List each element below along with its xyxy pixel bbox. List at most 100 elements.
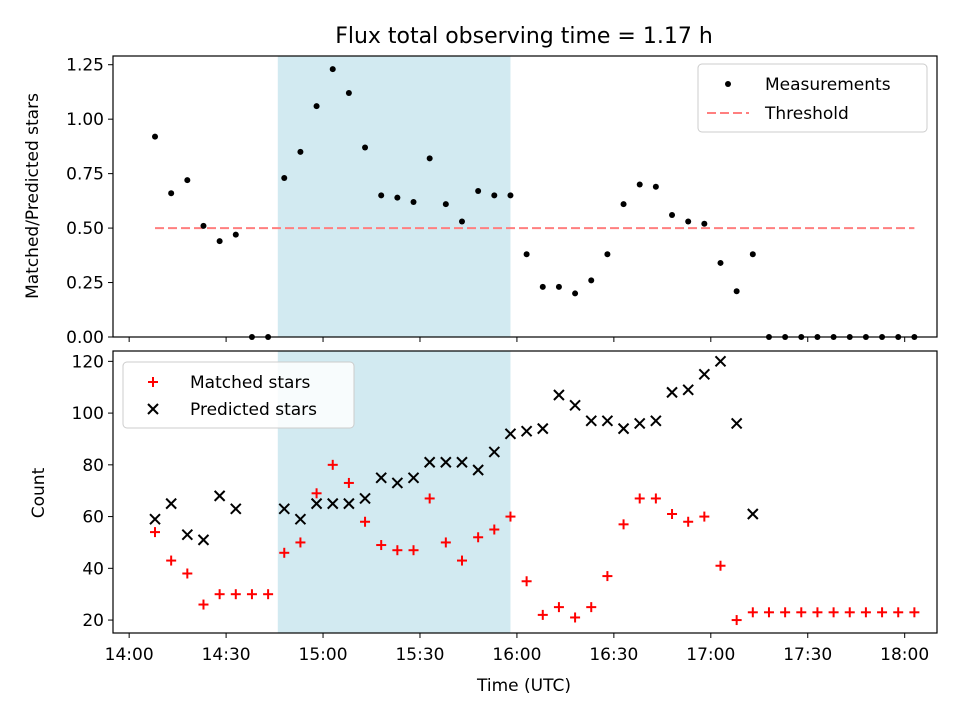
bottom-y-tick-label: 40	[82, 559, 104, 579]
matched-star-point	[812, 607, 823, 618]
matched-star-point	[731, 615, 742, 626]
measurement-point	[475, 188, 482, 195]
predicted-star-point	[472, 464, 484, 476]
predicted-star-point	[569, 399, 581, 412]
matched-star-point	[650, 493, 661, 504]
x-tick-label: 17:30	[783, 645, 832, 665]
matched-star-point	[392, 545, 403, 556]
matched-star-point	[150, 527, 161, 538]
matched-star-point	[408, 545, 419, 556]
predicted-star-point	[666, 386, 678, 399]
legend-marker-matched	[148, 377, 158, 387]
bottom-legend-box	[122, 361, 355, 429]
matched-star-point	[230, 589, 241, 600]
measurement-point	[523, 251, 530, 258]
bottom-y-tick-label: 80	[82, 456, 104, 476]
measurement-point	[329, 66, 336, 73]
matched-star-point	[715, 560, 726, 571]
predicted-star-point	[327, 497, 339, 510]
matched-star-point	[327, 459, 338, 470]
bottom-y-axis-label: Count	[29, 467, 49, 518]
matched-star-point	[828, 607, 839, 618]
chart-title: Flux total observing time = 1.17 h	[335, 24, 713, 49]
x-tick-label: 16:30	[589, 645, 638, 665]
matched-star-point	[263, 589, 274, 600]
x-axis-label: Time (UTC)	[476, 676, 571, 696]
measurement-point	[313, 103, 320, 110]
measurement-point	[426, 155, 433, 162]
measurement-point	[507, 192, 514, 199]
measurement-point	[717, 259, 724, 266]
top-y-tick-label: 0.75	[66, 165, 104, 185]
matched-star-point	[456, 555, 467, 566]
matched-star-point	[376, 540, 387, 551]
top-shaded-interval	[277, 56, 511, 337]
measurement-point	[685, 218, 692, 225]
legend-label-threshold: Threshold	[764, 104, 849, 124]
measurement-point	[669, 212, 676, 219]
predicted-star-point	[181, 528, 194, 541]
predicted-star-point	[407, 472, 420, 484]
matched-star-point	[699, 511, 710, 522]
predicted-star-point	[553, 389, 565, 401]
predicted-star-point	[230, 503, 242, 515]
measurement-point	[232, 231, 239, 238]
top-y-tick-label: 0.25	[66, 274, 104, 294]
legend-label-predicted: Predicted stars	[190, 400, 317, 420]
predicted-star-point	[310, 497, 323, 510]
matched-star-point	[521, 576, 532, 587]
predicted-star-point	[747, 508, 759, 520]
measurement-point	[539, 283, 546, 290]
matched-star-point	[295, 537, 306, 548]
measurement-point	[701, 220, 708, 227]
predicted-star-point	[343, 497, 355, 510]
top-y-tick-label: 1.00	[66, 110, 104, 130]
x-tick-label: 14:00	[105, 645, 154, 665]
matched-star-point	[780, 607, 791, 618]
matched-star-point	[602, 571, 613, 582]
matched-star-point	[796, 607, 807, 618]
top-y-axis-label: Matched/Predicted stars	[23, 93, 43, 299]
legend-marker-predicted	[147, 403, 159, 415]
matched-star-point	[279, 547, 290, 558]
predicted-star-point	[730, 417, 743, 430]
measurement-point	[362, 144, 369, 151]
bottom-y-tick-label: 120	[72, 352, 104, 372]
measurement-point	[620, 201, 627, 208]
matched-star-point	[893, 607, 904, 618]
bottom-y-tick-label: 60	[82, 508, 104, 528]
matched-star-point	[763, 607, 774, 618]
x-tick-label: 15:00	[299, 645, 348, 665]
x-tick-label: 15:30	[395, 645, 444, 665]
measurement-point	[458, 218, 465, 225]
bottom-y-tick-label: 20	[82, 611, 104, 631]
matched-star-point	[424, 493, 435, 504]
top-legend: Measurements Threshold	[697, 63, 928, 133]
measurement-point	[378, 192, 385, 199]
count-panel: 20 40 60 80 100 120 14:00 14:30 15:00 15:30 16:00 1…	[72, 350, 938, 665]
matched-star-point	[343, 477, 354, 488]
bottom-legend: Matched stars Predicted stars	[122, 361, 355, 429]
legend-label-matched: Matched stars	[190, 373, 310, 393]
x-tick-label: 17:00	[686, 645, 735, 665]
measurement-point	[216, 238, 223, 245]
predicted-star-point	[698, 368, 711, 380]
measurement-point	[491, 192, 498, 199]
matched-star-point	[747, 607, 758, 618]
x-tick-label: 14:30	[202, 645, 251, 665]
measurement-point	[168, 190, 175, 197]
predicted-star-point	[278, 503, 290, 515]
predicted-star-point	[213, 490, 226, 502]
matched-star-point	[505, 511, 516, 522]
predicted-star-point	[585, 415, 597, 427]
matched-star-point	[667, 508, 678, 519]
matched-star-point	[473, 532, 484, 543]
predicted-star-point	[375, 472, 387, 484]
measurement-point	[572, 290, 579, 297]
measurement-point	[604, 251, 611, 258]
matched-star-point	[586, 602, 597, 613]
predicted-star-point	[488, 446, 501, 458]
x-tick-label: 18:00	[880, 645, 929, 665]
top-y-tick-label: 0.50	[66, 219, 104, 239]
